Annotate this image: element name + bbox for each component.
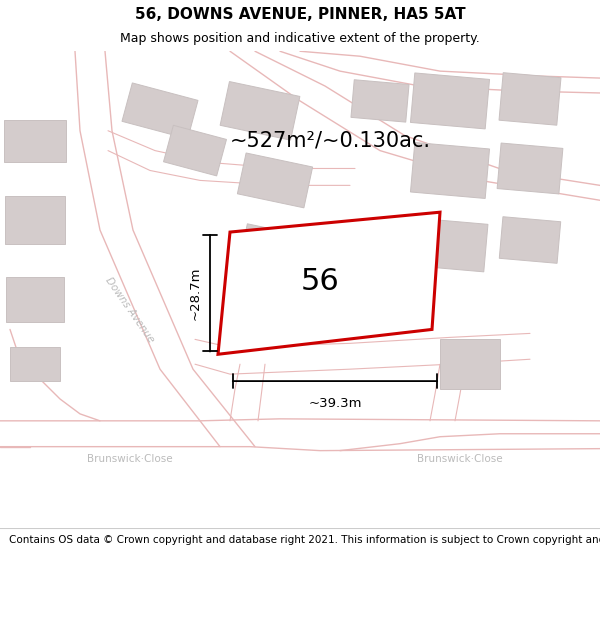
Text: Downs Avenue: Downs Avenue xyxy=(104,275,156,344)
Polygon shape xyxy=(164,125,226,176)
Polygon shape xyxy=(4,120,66,161)
Text: Contains OS data © Crown copyright and database right 2021. This information is : Contains OS data © Crown copyright and d… xyxy=(9,535,600,545)
Polygon shape xyxy=(412,218,488,272)
Polygon shape xyxy=(410,73,490,129)
Text: ~28.7m: ~28.7m xyxy=(189,266,202,320)
Text: Brunswick·Close: Brunswick·Close xyxy=(87,454,173,464)
Polygon shape xyxy=(499,217,561,263)
Polygon shape xyxy=(440,339,500,389)
Polygon shape xyxy=(238,153,313,208)
Text: Brunswick·Close: Brunswick·Close xyxy=(417,454,503,464)
Polygon shape xyxy=(122,83,198,139)
Polygon shape xyxy=(220,81,300,140)
Text: ~39.3m: ~39.3m xyxy=(308,397,362,410)
Polygon shape xyxy=(239,224,311,276)
Polygon shape xyxy=(6,277,64,322)
Polygon shape xyxy=(5,196,65,244)
Polygon shape xyxy=(499,72,561,125)
Polygon shape xyxy=(410,142,490,199)
Polygon shape xyxy=(10,348,60,381)
Polygon shape xyxy=(497,143,563,194)
Text: 56, DOWNS AVENUE, PINNER, HA5 5AT: 56, DOWNS AVENUE, PINNER, HA5 5AT xyxy=(134,7,466,22)
Text: 56: 56 xyxy=(301,268,340,296)
Text: Map shows position and indicative extent of the property.: Map shows position and indicative extent… xyxy=(120,32,480,45)
Text: ~527m²/~0.130ac.: ~527m²/~0.130ac. xyxy=(229,131,431,151)
Polygon shape xyxy=(351,80,409,122)
Polygon shape xyxy=(218,213,440,354)
